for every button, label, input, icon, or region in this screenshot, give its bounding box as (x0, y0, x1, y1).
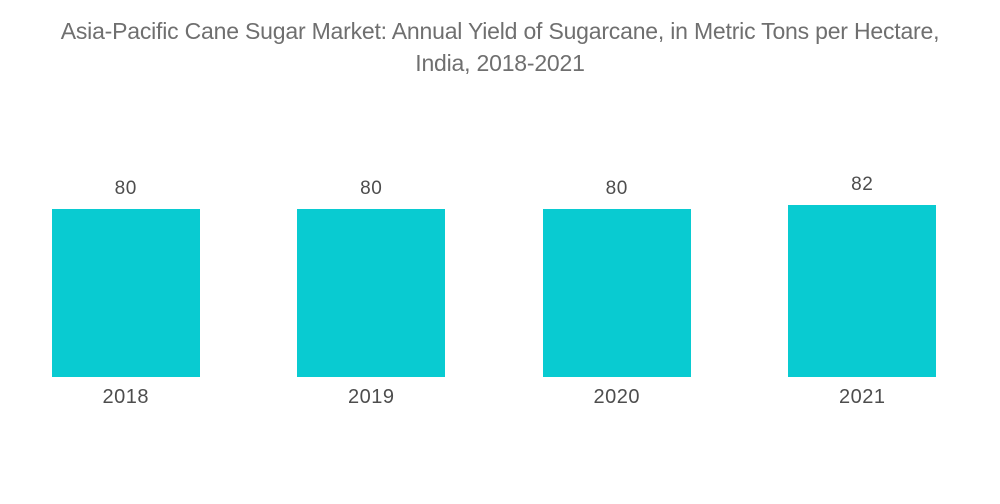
bar-group: 82 (740, 174, 986, 377)
x-axis-label-2018: 2018 (102, 386, 149, 408)
bar-value-label: 80 (605, 178, 628, 199)
bar-2020 (542, 209, 691, 377)
bar-value-label: 80 (114, 178, 137, 199)
chart-title: Asia-Pacific Cane Sugar Market: Annual Y… (0, 15, 1000, 79)
x-axis-label-2020: 2020 (593, 386, 640, 408)
bar-2018 (51, 209, 200, 377)
bar-2021 (788, 205, 937, 377)
year-labels-row: 2018 2019 2020 2021 (3, 385, 985, 409)
bar-value-label: 82 (851, 174, 874, 195)
bar-group: 80 (494, 178, 740, 377)
bar-group: 80 (249, 178, 495, 377)
bars-row: 80 80 80 82 (3, 174, 985, 377)
chart-title-line1: Asia-Pacific Cane Sugar Market: Annual Y… (60, 18, 940, 44)
bar-2019 (297, 209, 446, 377)
bar-group: 80 (3, 178, 249, 377)
bar-value-label: 80 (360, 178, 383, 199)
x-axis-label-2019: 2019 (348, 386, 395, 408)
x-axis-label-2021: 2021 (839, 386, 886, 408)
chart-title-line2: India, 2018-2021 (415, 50, 585, 76)
